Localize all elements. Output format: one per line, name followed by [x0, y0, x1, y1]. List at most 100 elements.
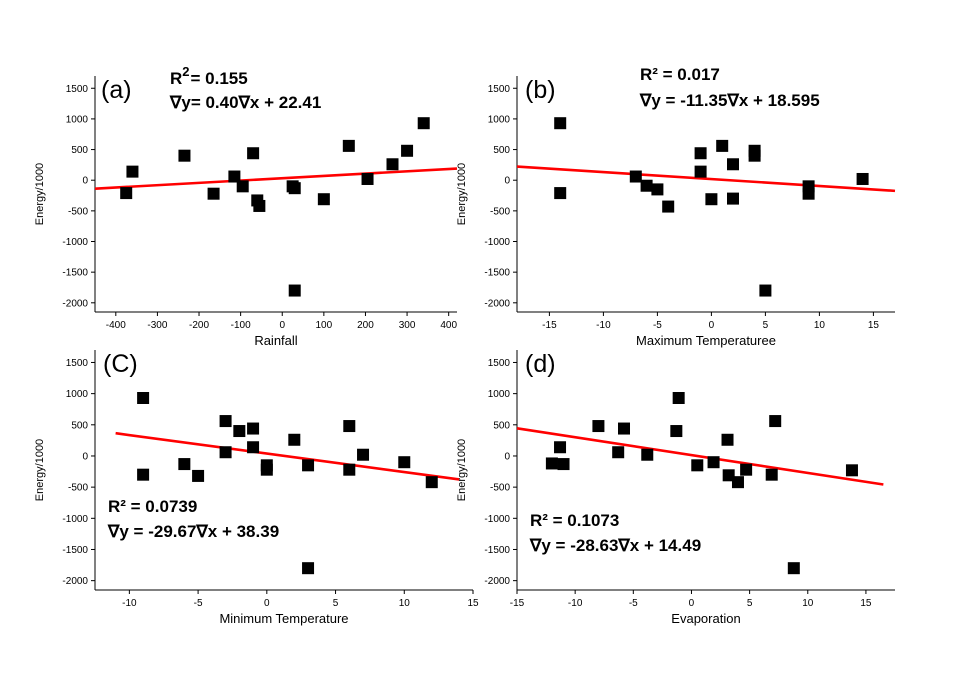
data-point [342, 139, 355, 152]
y-tick-label: 500 [493, 420, 510, 431]
y-tick-label: 500 [493, 145, 510, 156]
y-tick-label: -1500 [484, 545, 510, 556]
y-tick-label: 1000 [488, 114, 511, 125]
data-point [302, 562, 315, 575]
y-tick-label: -1500 [62, 268, 88, 279]
regression-line [115, 431, 460, 481]
panel-label: (d) [525, 350, 556, 378]
x-tick-label: -100 [231, 320, 251, 331]
r-squared-annotation: R² = 0.0739 [108, 497, 197, 516]
x-tick-label: 0 [689, 598, 695, 609]
regression-equation: ∇y= 0.40∇x + 22.41 [169, 93, 321, 112]
x-tick-label: -15 [510, 598, 525, 609]
panel-label: (a) [101, 76, 132, 104]
data-point [802, 187, 815, 200]
x-tick-label: 0 [264, 598, 270, 609]
x-tick-label: 300 [399, 320, 416, 331]
y-tick-label: 1000 [488, 389, 511, 400]
regression-equation: ∇y = -29.67∇x + 38.39 [107, 522, 279, 541]
y-tick-label: -2000 [484, 298, 510, 309]
y-tick-label: -2000 [484, 576, 510, 587]
data-point [192, 469, 205, 482]
data-point [302, 459, 315, 472]
x-axis-title: Maximum Temperaturee [636, 333, 776, 348]
x-tick-label: 400 [440, 320, 457, 331]
x-tick-label: -5 [653, 320, 662, 331]
x-tick-label: 200 [357, 320, 374, 331]
data-point [721, 433, 734, 446]
data-point [233, 425, 246, 438]
y-tick-label: 0 [82, 176, 88, 187]
x-tick-label: -10 [568, 598, 583, 609]
regression-line [516, 165, 896, 193]
data-point [357, 448, 370, 461]
r-squared-annotation: R² = 0.017 [640, 65, 720, 84]
x-tick-label: -10 [596, 320, 611, 331]
data-point [219, 446, 232, 459]
y-axis-title: Energy/1000 [456, 163, 468, 225]
data-point [137, 392, 150, 404]
x-axis-title: Rainfall [254, 333, 297, 348]
data-point [845, 464, 858, 477]
data-point [672, 392, 685, 404]
data-point [592, 420, 605, 433]
x-tick-label: -5 [629, 598, 638, 609]
regression-line [94, 167, 458, 190]
data-point [705, 193, 718, 206]
x-tick-label: 0 [279, 320, 285, 331]
data-point [343, 463, 356, 476]
data-point [247, 441, 260, 454]
data-point [554, 117, 567, 130]
panel-label: (b) [525, 76, 556, 104]
data-point [670, 425, 683, 438]
y-tick-label: -1000 [62, 514, 88, 525]
r-squared-value: = 0.155 [191, 69, 248, 88]
data-point [417, 117, 430, 130]
x-tick-label: 100 [316, 320, 333, 331]
data-point [629, 170, 642, 183]
r-squared-symbol: R [170, 69, 182, 88]
x-tick-label: -400 [106, 320, 126, 331]
x-tick-label: 5 [763, 320, 769, 331]
y-tick-label: -500 [490, 483, 510, 494]
data-point [253, 199, 266, 212]
data-point [691, 459, 704, 472]
x-axis-title: Evaporation [671, 611, 740, 626]
data-point [769, 415, 782, 428]
panel-b: -2000 -1500 -1000 -500 0 500 1000 1500 -15 -10 -5 0… [456, 65, 896, 348]
panel-c: -2000 -1500 -1000 -500 0 500 1000 1500 -10 -5 0 5 10… [34, 350, 479, 626]
data-point [545, 457, 558, 470]
data-point [651, 183, 664, 196]
data-point [694, 147, 707, 160]
data-point [317, 193, 330, 206]
data-point [727, 158, 739, 171]
data-point [126, 165, 139, 178]
y-tick-label: -500 [68, 206, 88, 217]
data-point [288, 433, 301, 446]
data-point [247, 147, 260, 160]
y-tick-label: -500 [68, 483, 88, 494]
data-point [236, 180, 249, 193]
y-tick-label: 0 [504, 176, 510, 187]
data-point [288, 284, 301, 297]
data-point [398, 456, 411, 469]
y-tick-label: 1500 [66, 358, 89, 369]
data-point [219, 415, 232, 428]
regression-equation: ∇y = -11.35∇x + 18.595 [639, 91, 820, 110]
data-point [641, 448, 654, 461]
r-squared-superscript: 2 [182, 64, 189, 79]
x-axis-title: Minimum Temperature [219, 611, 348, 626]
x-tick-label: 15 [467, 598, 479, 609]
data-point [343, 420, 356, 433]
data-point [361, 172, 374, 185]
data-point [740, 463, 753, 476]
data-point [120, 187, 133, 200]
x-tick-label: -5 [194, 598, 203, 609]
data-point [554, 187, 567, 200]
data-point [288, 182, 301, 195]
r-squared-annotation: R² = 0.1073 [530, 511, 619, 530]
y-tick-label: 0 [82, 451, 88, 462]
data-point [722, 469, 735, 482]
regression-line [516, 427, 884, 486]
